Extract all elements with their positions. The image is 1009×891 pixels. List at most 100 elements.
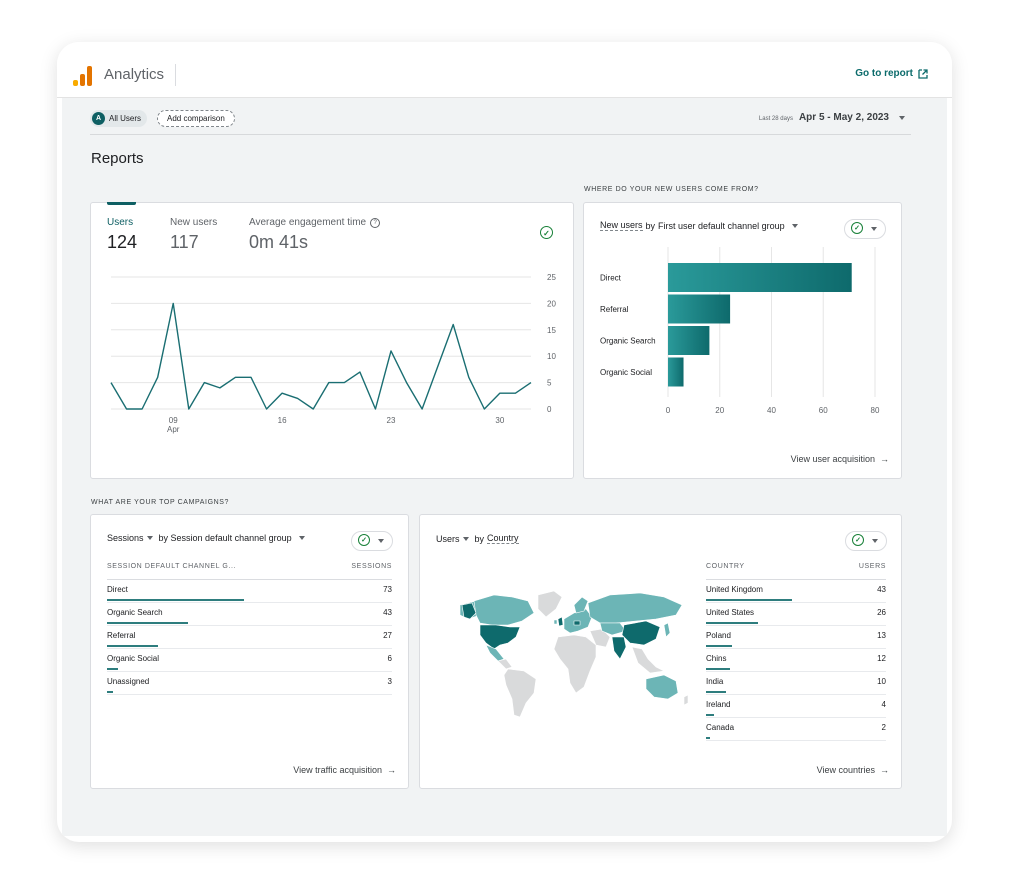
country-table: COUNTRY USERS United Kingdom 43 United Sta… bbox=[706, 563, 886, 741]
map-region-china[interactable] bbox=[621, 620, 661, 646]
metric-selector[interactable]: Users bbox=[436, 533, 460, 544]
dimension-selector[interactable]: First user default channel group bbox=[658, 220, 785, 231]
share-bar bbox=[706, 714, 715, 716]
caret-down-icon bbox=[378, 539, 384, 543]
table-row[interactable]: Canada 2 bbox=[706, 718, 886, 741]
card-header: Sessions by Session default channel grou… bbox=[107, 533, 305, 543]
map-region-new-zealand[interactable] bbox=[683, 694, 689, 706]
table-row[interactable]: Chins 12 bbox=[706, 649, 886, 672]
go-to-report-link[interactable]: Go to report bbox=[855, 68, 928, 79]
map-region-poland[interactable] bbox=[573, 620, 581, 626]
map-region-india[interactable] bbox=[611, 636, 627, 660]
map-region-central-america[interactable] bbox=[497, 658, 513, 670]
y-tick-label: 0 bbox=[547, 405, 552, 414]
map-region-australia[interactable] bbox=[645, 674, 679, 700]
table-row[interactable]: United States 26 bbox=[706, 603, 886, 626]
add-comparison-button[interactable]: Add comparison bbox=[157, 110, 235, 127]
date-range-value: Apr 5 - May 2, 2023 bbox=[798, 112, 889, 123]
metric-tab-new-users[interactable]: New users 117 bbox=[170, 217, 217, 253]
analytics-widget: Analytics Go to report A All Users Add c… bbox=[57, 42, 952, 842]
row-value: 6 bbox=[387, 654, 392, 663]
users-series-line bbox=[110, 302, 532, 410]
x-tick-label: 40 bbox=[767, 406, 776, 415]
share-bar bbox=[706, 622, 759, 624]
campaigns-section-label: WHAT ARE YOUR TOP CAMPAIGNS? bbox=[91, 499, 230, 506]
arrow-right-icon: → bbox=[880, 454, 889, 464]
map-region-africa[interactable] bbox=[553, 634, 597, 694]
table-row[interactable]: India 10 bbox=[706, 672, 886, 695]
row-label: United Kingdom bbox=[706, 585, 763, 594]
map-region-ireland[interactable] bbox=[553, 619, 558, 625]
check-circle-icon: ✓ bbox=[358, 534, 370, 546]
table-row[interactable]: Referral 27 bbox=[107, 626, 392, 649]
metric-tab-engagement-time[interactable]: Average engagement time? 0m 41s bbox=[249, 217, 381, 253]
metric-value: 117 bbox=[170, 232, 199, 252]
date-range-picker[interactable]: Last 28 days Apr 5 - May 2, 2023 bbox=[759, 112, 905, 123]
row-label: Poland bbox=[706, 631, 731, 640]
caret-down-icon bbox=[899, 116, 905, 120]
row-label: Organic Social bbox=[107, 654, 160, 663]
table-row[interactable]: Direct 73 bbox=[107, 580, 392, 603]
y-tick-label: 20 bbox=[547, 299, 556, 308]
caret-down-icon[interactable] bbox=[791, 223, 798, 228]
map-region-japan[interactable] bbox=[663, 622, 671, 638]
segment-chip[interactable]: A All Users bbox=[90, 110, 148, 127]
y-tick-label: 5 bbox=[547, 379, 552, 388]
compare-toggle[interactable]: ✓ bbox=[845, 531, 887, 551]
compare-toggle[interactable]: ✓ bbox=[351, 531, 393, 551]
metric-label-row: Average engagement time? bbox=[249, 217, 381, 228]
table-row[interactable]: Unassigned 3 bbox=[107, 672, 392, 695]
map-region-middle-east[interactable] bbox=[589, 628, 611, 648]
compare-toggle[interactable]: ✓ bbox=[844, 219, 886, 239]
map-region-canada[interactable] bbox=[473, 594, 535, 626]
top-bar: Analytics Go to report bbox=[57, 42, 952, 98]
table-row[interactable]: Organic Search 43 bbox=[107, 603, 392, 626]
map-region-uk[interactable] bbox=[557, 616, 564, 627]
row-value: 43 bbox=[877, 585, 886, 594]
map-region-usa[interactable] bbox=[479, 624, 521, 650]
table-header: SESSION DEFAULT CHANNEL G... SESSIONS bbox=[107, 563, 392, 580]
table-row[interactable]: Poland 13 bbox=[706, 626, 886, 649]
share-bar bbox=[706, 599, 793, 601]
row-value: 3 bbox=[387, 677, 392, 686]
dimension-prefix: by bbox=[474, 533, 485, 544]
divider bbox=[175, 64, 176, 86]
sessions-card: Sessions by Session default channel grou… bbox=[90, 514, 409, 789]
table-row[interactable]: United Kingdom 43 bbox=[706, 580, 886, 603]
map-region-central-asia[interactable] bbox=[599, 622, 627, 636]
map-region-south-america[interactable] bbox=[503, 668, 537, 718]
map-region-scandinavia[interactable] bbox=[573, 596, 589, 614]
view-link-label: View traffic acquisition bbox=[293, 765, 382, 775]
view-user-acquisition-link[interactable]: View user acquisition → bbox=[791, 454, 889, 464]
world-map bbox=[459, 590, 689, 718]
check-circle-icon: ✓ bbox=[852, 534, 864, 546]
category-label: Organic Social bbox=[600, 368, 652, 377]
dimension-selector[interactable]: Country bbox=[487, 533, 519, 544]
view-link-label: View countries bbox=[816, 765, 875, 775]
caret-down-icon[interactable] bbox=[462, 536, 469, 541]
go-to-report-label: Go to report bbox=[855, 68, 913, 79]
metric-tab-users[interactable]: Users 124 bbox=[107, 217, 137, 253]
share-bar bbox=[706, 737, 711, 739]
map-region-canada-east[interactable] bbox=[461, 602, 477, 620]
row-value: 2 bbox=[881, 723, 886, 732]
map-region-russia[interactable] bbox=[587, 592, 683, 624]
check-circle-icon[interactable]: ✓ bbox=[540, 226, 553, 239]
table-row[interactable]: Organic Social 6 bbox=[107, 649, 392, 672]
dimension-selector[interactable]: by Session default channel group bbox=[158, 533, 292, 543]
caret-down-icon[interactable] bbox=[146, 536, 153, 540]
view-traffic-acquisition-link[interactable]: View traffic acquisition → bbox=[293, 765, 396, 775]
x-tick-label: 16 bbox=[278, 416, 287, 425]
caret-down-icon[interactable] bbox=[298, 536, 305, 540]
help-icon[interactable]: ? bbox=[370, 217, 381, 228]
map-region-greenland[interactable] bbox=[537, 590, 563, 618]
page-title: Reports bbox=[91, 150, 144, 167]
share-bar bbox=[706, 645, 733, 647]
view-countries-link[interactable]: View countries → bbox=[817, 765, 889, 775]
table-row[interactable]: Ireland 4 bbox=[706, 695, 886, 718]
segment-label: All Users bbox=[109, 114, 142, 123]
arrow-right-icon: → bbox=[387, 765, 396, 775]
map-region-southeast-asia[interactable] bbox=[631, 646, 665, 674]
metric-selector[interactable]: New users bbox=[600, 220, 643, 231]
metric-selector[interactable]: Sessions bbox=[107, 533, 144, 543]
